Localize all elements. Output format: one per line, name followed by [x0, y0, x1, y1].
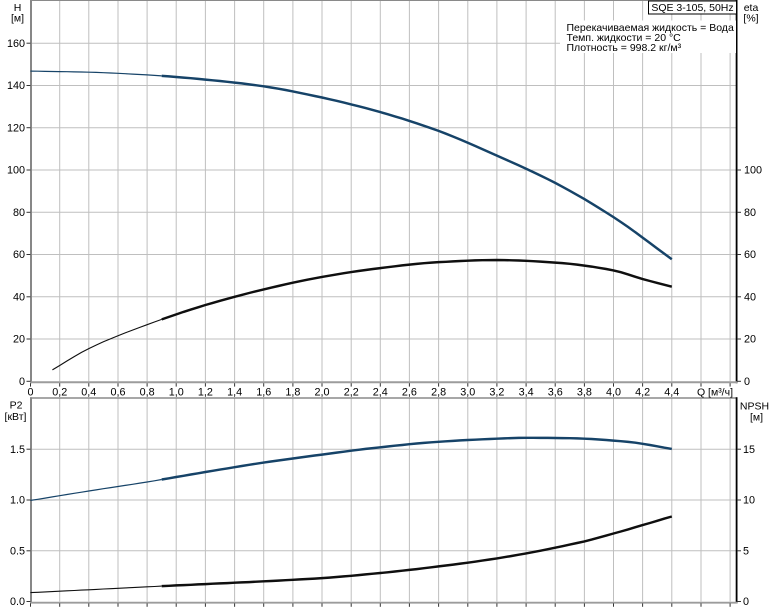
svg-text:15: 15 — [743, 444, 755, 456]
svg-text:0,2: 0,2 — [52, 387, 67, 399]
svg-text:Q [м³/ч]: Q [м³/ч] — [697, 387, 733, 399]
svg-text:40: 40 — [13, 292, 25, 304]
svg-text:0.5: 0.5 — [10, 546, 25, 558]
svg-text:40: 40 — [744, 292, 756, 304]
svg-text:eta: eta — [744, 2, 759, 14]
svg-text:0.0: 0.0 — [10, 596, 25, 608]
svg-text:20: 20 — [744, 334, 756, 346]
svg-text:0: 0 — [19, 376, 25, 388]
svg-text:20: 20 — [13, 334, 25, 346]
svg-text:3,2: 3,2 — [489, 387, 504, 399]
svg-text:H: H — [14, 2, 22, 14]
svg-text:3,4: 3,4 — [519, 387, 534, 399]
svg-text:80: 80 — [744, 207, 756, 219]
svg-text:Плотность = 998.2 кг/м³: Плотность = 998.2 кг/м³ — [567, 42, 682, 54]
svg-text:0: 0 — [27, 387, 33, 399]
svg-text:Перекачиваемая жидкость = Вода: Перекачиваемая жидкость = Вода — [567, 22, 734, 34]
svg-text:60: 60 — [744, 249, 756, 261]
svg-text:100: 100 — [744, 165, 762, 177]
svg-text:2,4: 2,4 — [373, 387, 388, 399]
svg-text:160: 160 — [7, 38, 25, 50]
svg-text:60: 60 — [13, 249, 25, 261]
svg-text:4,4: 4,4 — [664, 387, 679, 399]
svg-text:0,8: 0,8 — [140, 387, 155, 399]
svg-text:2,0: 2,0 — [314, 387, 329, 399]
svg-text:3,0: 3,0 — [460, 387, 475, 399]
svg-text:10: 10 — [743, 495, 755, 507]
svg-text:NPSH: NPSH — [740, 401, 769, 413]
svg-text:SQE 3-105, 50Hz: SQE 3-105, 50Hz — [651, 2, 733, 14]
svg-text:3,6: 3,6 — [548, 387, 563, 399]
svg-text:0,6: 0,6 — [110, 387, 125, 399]
svg-text:[м]: [м] — [11, 13, 24, 25]
svg-text:0: 0 — [743, 596, 749, 608]
svg-text:2,8: 2,8 — [431, 387, 446, 399]
svg-text:4,0: 4,0 — [606, 387, 621, 399]
svg-text:Темп. жидкости = 20 °C: Темп. жидкости = 20 °C — [567, 32, 682, 44]
svg-text:4,2: 4,2 — [635, 387, 650, 399]
svg-text:0,4: 0,4 — [81, 387, 96, 399]
svg-text:100: 100 — [7, 165, 25, 177]
svg-text:1,0: 1,0 — [169, 387, 184, 399]
svg-text:80: 80 — [13, 207, 25, 219]
svg-text:P2: P2 — [10, 399, 23, 411]
svg-text:[м]: [м] — [750, 411, 763, 423]
svg-text:[кВт]: [кВт] — [5, 411, 27, 423]
svg-text:1.5: 1.5 — [10, 444, 25, 456]
svg-text:140: 140 — [7, 80, 25, 92]
svg-text:3,8: 3,8 — [577, 387, 592, 399]
svg-text:1,8: 1,8 — [285, 387, 300, 399]
svg-text:2,2: 2,2 — [344, 387, 359, 399]
svg-text:1.0: 1.0 — [10, 495, 25, 507]
svg-text:120: 120 — [7, 122, 25, 134]
svg-text:5: 5 — [743, 546, 749, 558]
svg-text:1,2: 1,2 — [198, 387, 213, 399]
svg-text:1,6: 1,6 — [256, 387, 271, 399]
svg-text:2,6: 2,6 — [402, 387, 417, 399]
svg-text:0: 0 — [744, 376, 750, 388]
svg-text:[%]: [%] — [743, 13, 758, 25]
svg-text:1,4: 1,4 — [227, 387, 242, 399]
